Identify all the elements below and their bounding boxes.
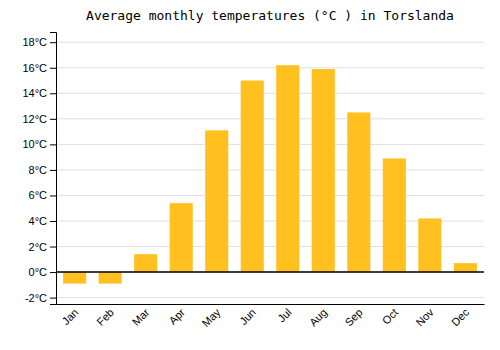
y-tick-label: 16°C xyxy=(22,62,47,74)
bar xyxy=(347,112,370,272)
y-tick-mark xyxy=(50,195,56,196)
x-tick: Dec xyxy=(449,304,472,328)
x-tick-label: Aug xyxy=(307,306,329,328)
grid-line xyxy=(56,118,484,119)
x-tick: Sep xyxy=(342,304,364,328)
grid-line xyxy=(56,42,484,43)
x-tick: Jun xyxy=(237,304,258,327)
y-tick: 18°C xyxy=(22,36,56,48)
y-tick-label: 0°C xyxy=(29,266,48,278)
y-tick: 8°C xyxy=(29,164,56,176)
grid-line xyxy=(56,272,484,273)
y-axis-line xyxy=(50,33,57,305)
y-tick-label: 6°C xyxy=(29,189,48,201)
x-tick-label: Apr xyxy=(166,306,187,327)
y-tick: 12°C xyxy=(22,113,56,125)
bar xyxy=(454,263,477,272)
y-tick: -2°C xyxy=(25,292,56,304)
bar xyxy=(312,69,335,272)
bar xyxy=(170,203,193,272)
x-tick-label: Feb xyxy=(94,306,116,328)
y-tick: 4°C xyxy=(29,215,56,227)
x-tick-label: Sep xyxy=(342,306,364,328)
x-axis-line xyxy=(57,304,485,305)
x-tick: Oct xyxy=(380,304,401,327)
bar xyxy=(418,218,441,272)
y-tick-mark xyxy=(50,272,56,273)
x-tick: Aug xyxy=(307,304,329,328)
bar xyxy=(276,65,299,272)
y-tick-mark xyxy=(50,247,56,248)
y-axis: -2°C 0°C 2°C 4°C 6°C 8°C 10°C 12°C 14°C 16°C 18°C xyxy=(22,33,56,305)
y-tick-label: 12°C xyxy=(22,113,47,125)
y-tick-label: 10°C xyxy=(22,138,47,150)
bar xyxy=(241,81,264,273)
x-tick-label: Jun xyxy=(237,306,258,327)
x-tick-label: Jul xyxy=(275,306,293,324)
y-tick: 6°C xyxy=(29,189,56,201)
y-tick: 16°C xyxy=(22,62,56,74)
plot: -2°C 0°C 2°C 4°C 6°C 8°C 10°C 12°C 14°C 16°C 18°C J… xyxy=(22,33,484,330)
y-tick-label: 14°C xyxy=(22,87,47,99)
grid-line xyxy=(56,195,484,196)
y-tick-mark xyxy=(50,68,56,69)
x-tick-label: Oct xyxy=(380,306,401,327)
y-tick-mark xyxy=(50,119,56,120)
grid-line xyxy=(56,144,484,145)
y-tick-mark xyxy=(50,221,56,222)
x-tick: Feb xyxy=(94,304,116,328)
title: Average monthly temperatures (°C ) in To… xyxy=(86,8,454,23)
bar xyxy=(63,272,86,283)
y-tick: 0°C xyxy=(29,266,56,278)
bar xyxy=(99,272,122,283)
grid-line xyxy=(56,67,484,68)
y-tick-mark xyxy=(50,93,56,94)
x-tick: Apr xyxy=(166,304,187,327)
y-tick-label: 18°C xyxy=(22,36,47,48)
x-tick: Jul xyxy=(275,304,293,324)
bar xyxy=(383,158,406,272)
y-tick-mark xyxy=(50,298,56,299)
x-tick: Mar xyxy=(130,304,152,328)
y-tick-mark xyxy=(50,170,56,171)
bar xyxy=(134,254,157,272)
x-tick-label: Jan xyxy=(59,306,80,327)
y-tick-mark xyxy=(50,144,56,145)
grid-line xyxy=(56,169,484,170)
x-tick-label: Mar xyxy=(130,306,152,328)
y-tick-label: 2°C xyxy=(29,241,48,253)
bar xyxy=(205,130,228,272)
chart: -2°C 0°C 2°C 4°C 6°C 8°C 10°C 12°C 14°C 16°C 18°C J… xyxy=(0,0,500,350)
y-tick-label: 4°C xyxy=(29,215,48,227)
y-tick-label: -2°C xyxy=(25,292,47,304)
y-tick: 10°C xyxy=(22,138,56,150)
y-tick: 14°C xyxy=(22,87,56,99)
grid-line xyxy=(56,93,484,94)
bars xyxy=(63,65,477,283)
x-tick: Jan xyxy=(59,304,80,327)
x-axis: Jan Feb Mar Apr May Jun Jul Aug Sep Oct Nov Dec xyxy=(57,304,485,329)
x-tick: May xyxy=(199,304,223,329)
y-tick-label: 8°C xyxy=(29,164,48,176)
zero-line xyxy=(56,271,484,273)
grid xyxy=(56,42,484,297)
y-tick-mark xyxy=(50,42,56,43)
x-tick-label: May xyxy=(199,306,223,330)
x-tick-label: Nov xyxy=(413,306,436,329)
grid-line xyxy=(56,297,484,298)
x-tick: Nov xyxy=(413,304,436,328)
y-tick: 2°C xyxy=(29,241,56,253)
x-tick-label: Dec xyxy=(449,306,472,329)
